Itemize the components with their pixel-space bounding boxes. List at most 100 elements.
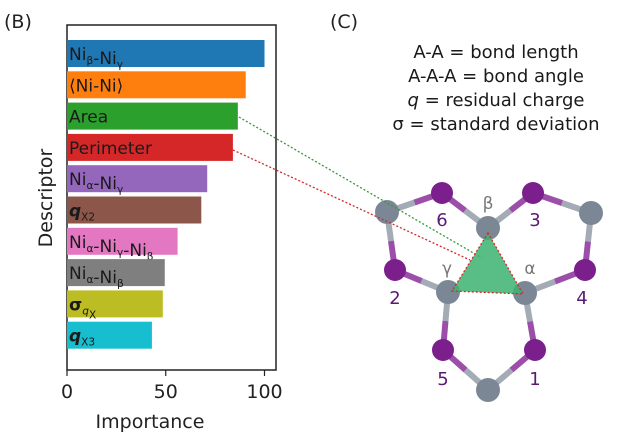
bar <box>67 321 152 349</box>
bar <box>67 133 233 161</box>
bar <box>67 196 202 224</box>
label-segment: = residual charge <box>419 90 585 111</box>
legend-line: A-A-A = bond angle <box>408 66 584 87</box>
x-atom <box>384 259 406 281</box>
bar-label: Niα-Niβ <box>69 264 124 290</box>
x-axis-label: Importance <box>96 411 205 433</box>
x-atom <box>522 182 544 204</box>
bar-label: Niα-Niγ <box>69 170 123 196</box>
x-site-label: 3 <box>529 210 540 231</box>
x-tick-label: 100 <box>246 381 282 403</box>
panel-c-label: (C) <box>330 11 358 33</box>
ni-site-label: β <box>483 194 494 214</box>
label-segment: -Ni <box>93 174 117 194</box>
panel-b-label: (B) <box>4 11 32 33</box>
ni-site-label: γ <box>442 259 452 279</box>
label-segment: Ni <box>69 264 86 284</box>
label-segment: Ni <box>69 233 86 253</box>
bar <box>67 40 265 67</box>
label-segment: β <box>117 278 124 290</box>
label-segment: α <box>86 274 93 286</box>
x-atom <box>524 339 546 361</box>
x-tick-label: 0 <box>61 381 73 403</box>
perimeter-connector <box>232 149 471 261</box>
bar-group: qX2 <box>67 196 202 224</box>
ni-triangle <box>450 231 525 295</box>
bar <box>67 102 238 130</box>
legend-line: A-A = bond length <box>413 42 578 63</box>
x-site-label: 2 <box>389 288 400 309</box>
ni-atom <box>513 281 537 305</box>
ni-atom <box>436 280 460 304</box>
x-site-label: 5 <box>437 369 448 390</box>
label-segment: -Ni <box>93 268 117 288</box>
x-tick-label: 50 <box>154 381 178 403</box>
x-atom <box>432 339 454 361</box>
bar-group: Niα-Niγ <box>67 165 208 196</box>
label-segment: γ <box>117 184 123 196</box>
area-connector <box>238 116 483 259</box>
label-segment: Ni <box>69 170 86 190</box>
x-site-label: 6 <box>436 210 447 231</box>
label-segment: σ <box>69 295 82 315</box>
label-segment: X3 <box>81 337 95 349</box>
x-site-label: 1 <box>529 369 540 390</box>
label-segment: σ = standard deviation <box>392 114 599 135</box>
bar-group: qX3 <box>67 321 152 349</box>
y-axis-label: Descriptor <box>35 148 57 247</box>
label-segment: -Ni <box>123 241 147 261</box>
label-segment: -Ni <box>93 49 117 69</box>
label-segment: X <box>89 309 96 321</box>
legend-line: σ = standard deviation <box>392 114 599 135</box>
label-segment: γ <box>117 247 123 259</box>
bar-label: qX3 <box>69 327 95 349</box>
legend-line: q = residual charge <box>408 90 585 111</box>
bar-group: Area <box>67 102 238 130</box>
label-segment: Area <box>69 108 108 128</box>
importance-bar-chart: Niβ-Niγ⟨Ni-Ni⟩AreaPerimeterNiα-NiγqX2Niα… <box>35 24 283 433</box>
label-segment: A-A-A = bond angle <box>408 66 584 87</box>
label-segment: γ <box>117 59 123 71</box>
bar-label: Perimeter <box>69 139 152 159</box>
label-segment: q <box>408 90 419 111</box>
ni-atom <box>476 378 500 402</box>
bar-group: Niβ-Niγ <box>67 40 265 71</box>
x-site-label: 4 <box>576 288 587 309</box>
bar <box>67 259 165 287</box>
ni-site-label: α <box>524 259 535 279</box>
label-segment: β <box>86 55 93 67</box>
bar-group: σqX <box>67 290 163 321</box>
ni-atom <box>476 216 500 240</box>
ni-atom <box>375 200 399 224</box>
notation-legend: A-A = bond length A-A-A = bond angle q = r… <box>392 42 599 135</box>
bar-group: Perimeter <box>67 133 233 161</box>
ni-atom <box>579 201 603 225</box>
x-atom <box>574 259 596 281</box>
x-atom <box>431 182 453 204</box>
label-segment: β <box>147 251 154 263</box>
label-segment: α <box>86 180 93 192</box>
bar <box>67 290 163 318</box>
bar-group: ⟨Ni-Ni⟩ <box>67 71 246 99</box>
label-segment: Perimeter <box>69 139 152 159</box>
bar <box>67 71 246 99</box>
label-segment: A-A = bond length <box>413 42 578 63</box>
bar-label: ⟨Ni-Ni⟩ <box>69 76 123 96</box>
molecular-structure: β γ α 6 3 2 4 5 1 <box>232 116 603 402</box>
label-segment: ⟨Ni-Ni⟩ <box>69 76 123 96</box>
bar <box>67 227 178 255</box>
label-segment: Ni <box>69 45 86 65</box>
bar-label: qX2 <box>69 202 95 224</box>
label-segment: q <box>69 327 81 347</box>
label-segment: -Ni <box>93 237 117 257</box>
bar-label: Area <box>69 108 108 128</box>
label-segment: α <box>86 243 93 255</box>
label-segment: q <box>69 202 81 222</box>
bar <box>67 165 208 193</box>
label-segment: X2 <box>81 212 95 224</box>
bar-label: Niα-Niγ-Niβ <box>69 233 154 263</box>
bar-label: σqX <box>69 295 96 321</box>
bar-group: Niα-Niβ <box>67 259 165 290</box>
bar-group: Niα-Niγ-Niβ <box>67 227 178 263</box>
